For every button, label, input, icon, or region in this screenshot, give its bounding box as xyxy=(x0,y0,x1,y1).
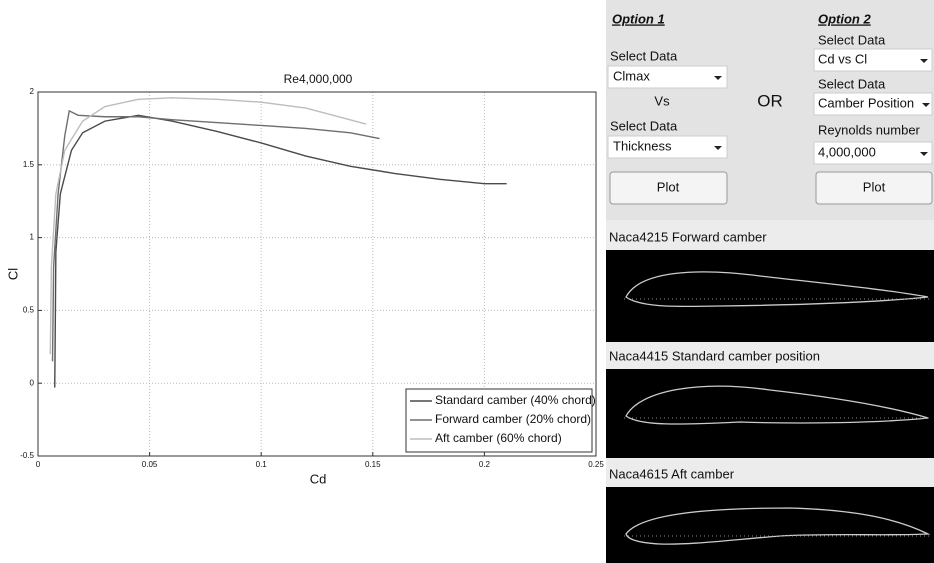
dropdown[interactable]: Cd vs Cl xyxy=(814,49,932,71)
dropdown-value[interactable]: 4,000,000 xyxy=(818,144,876,159)
dropdown[interactable]: Camber Position xyxy=(814,93,932,115)
y-tick-label: 2 xyxy=(30,87,35,96)
select-label: Select Data xyxy=(610,48,678,63)
or-label: OR xyxy=(757,91,783,110)
button-label[interactable]: Plot xyxy=(863,179,886,194)
previews: Naca4215 Forward camber Naca4415 Standar… xyxy=(606,220,934,563)
select-label: Select Data xyxy=(818,76,886,91)
chart: Re4,000,000 Cd Cl 0 0.05 0.1 0.15 0.2 0.25 -0.… xyxy=(5,72,604,486)
plot-button[interactable]: Plot xyxy=(816,172,932,204)
preview-label: Naca4215 Forward camber xyxy=(609,229,767,244)
dropdown-value[interactable]: Clmax xyxy=(613,68,650,83)
dropdown[interactable]: Thickness xyxy=(608,136,727,158)
preview-label: Naca4615 Aft camber xyxy=(609,466,735,481)
y-axis-label: Cl xyxy=(5,268,20,280)
legend-label: Forward camber (20% chord) xyxy=(435,412,591,426)
x-tick-label: 0.1 xyxy=(256,460,268,469)
legend-label: Standard camber (40% chord) xyxy=(435,393,596,407)
chart-title: Re4,000,000 xyxy=(284,72,353,86)
x-tick-label: 0.05 xyxy=(142,460,158,469)
dropdown[interactable]: Clmax xyxy=(608,66,727,88)
airfoil-image xyxy=(606,487,934,563)
control-panel: Option 1 Select Data Clmax Vs OR Select … xyxy=(606,0,934,220)
y-tick-label: 1 xyxy=(30,233,35,242)
y-tick-label: 0 xyxy=(30,378,35,387)
option-title: Option 2 xyxy=(818,11,871,26)
preview-label: Naca4415 Standard camber position xyxy=(609,348,820,363)
dropdown-value[interactable]: Thickness xyxy=(613,138,672,153)
x-tick-label: 0.15 xyxy=(365,460,381,469)
x-axis-label: Cd xyxy=(310,471,327,486)
select-label: Select Data xyxy=(818,32,886,47)
plot-button[interactable]: Plot xyxy=(610,172,727,204)
screen: Re4,000,000 Cd Cl 0 0.05 0.1 0.15 0.2 0.25 -0.… xyxy=(0,0,934,563)
option-title: Option 1 xyxy=(612,11,665,26)
dropdown-value[interactable]: Camber Position xyxy=(818,95,914,110)
legend-label: Aft camber (60% chord) xyxy=(435,431,562,445)
button-label[interactable]: Plot xyxy=(657,179,680,194)
dropdown[interactable]: 4,000,000 xyxy=(814,142,932,164)
airfoil-image xyxy=(606,369,934,458)
select-label: Select Data xyxy=(610,118,678,133)
x-tick-label: 0.25 xyxy=(588,460,604,469)
x-tick-label: 0.2 xyxy=(479,460,491,469)
y-tick-label: 1.5 xyxy=(23,160,35,169)
dropdown-value[interactable]: Cd vs Cl xyxy=(818,51,867,66)
reynolds-label: Reynolds number xyxy=(818,122,921,137)
y-tick-label: -0.5 xyxy=(20,451,34,460)
y-tick-label: 0.5 xyxy=(23,306,35,315)
airfoil-image xyxy=(606,250,934,342)
x-tick-label: 0 xyxy=(36,460,41,469)
vs-label: Vs xyxy=(654,93,670,108)
